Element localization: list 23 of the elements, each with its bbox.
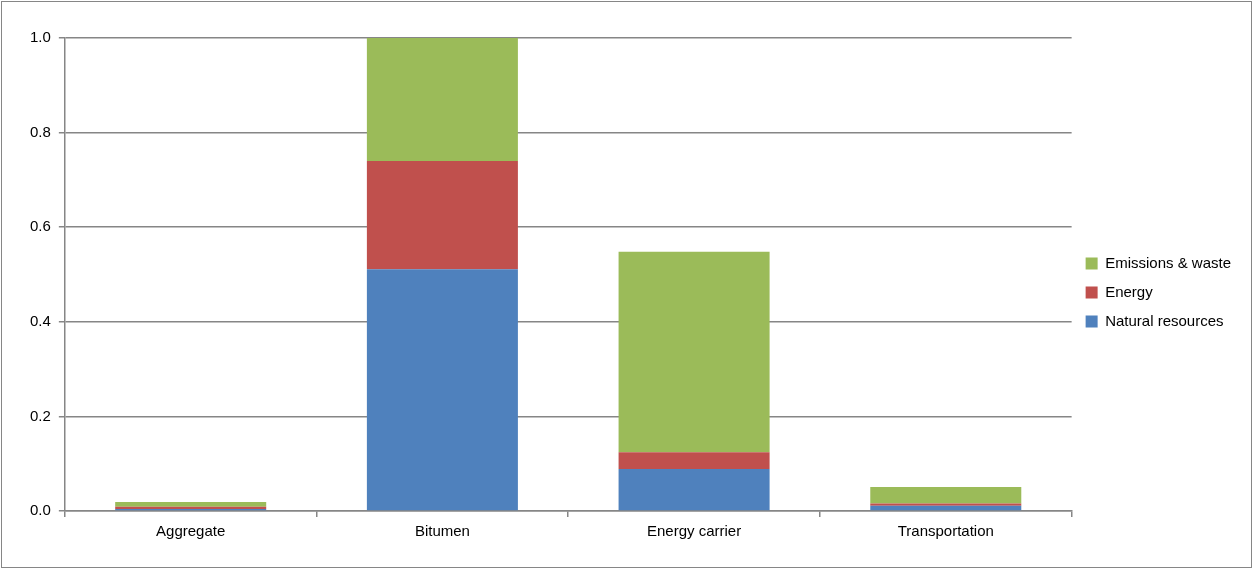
y-tick-label: 0.6 [29,217,51,235]
bar [366,38,518,161]
y-tick-label: 0.0 [29,501,51,519]
bar [366,160,518,270]
y-tick-label: 0.2 [29,406,51,424]
bar [115,502,267,507]
bar [870,486,1022,504]
bar [870,503,1022,506]
y-tick-label: 1.0 [29,28,51,46]
x-tick-label: Aggregate [156,522,226,540]
legend-label: Emissions & waste [1105,253,1231,271]
legend-label: Energy [1105,282,1154,300]
bar [870,505,1022,511]
bar [618,452,770,469]
x-tick-label: Energy carrier [646,522,742,540]
x-tick-label: Bitumen [414,522,470,540]
bar [618,468,770,511]
y-tick-label: 0.8 [29,122,51,140]
x-tick-label: Transportation [897,522,994,540]
bar [618,251,770,453]
legend-label: Natural resources [1105,311,1224,329]
y-tick-label: 0.4 [29,311,51,329]
bar [366,269,518,511]
